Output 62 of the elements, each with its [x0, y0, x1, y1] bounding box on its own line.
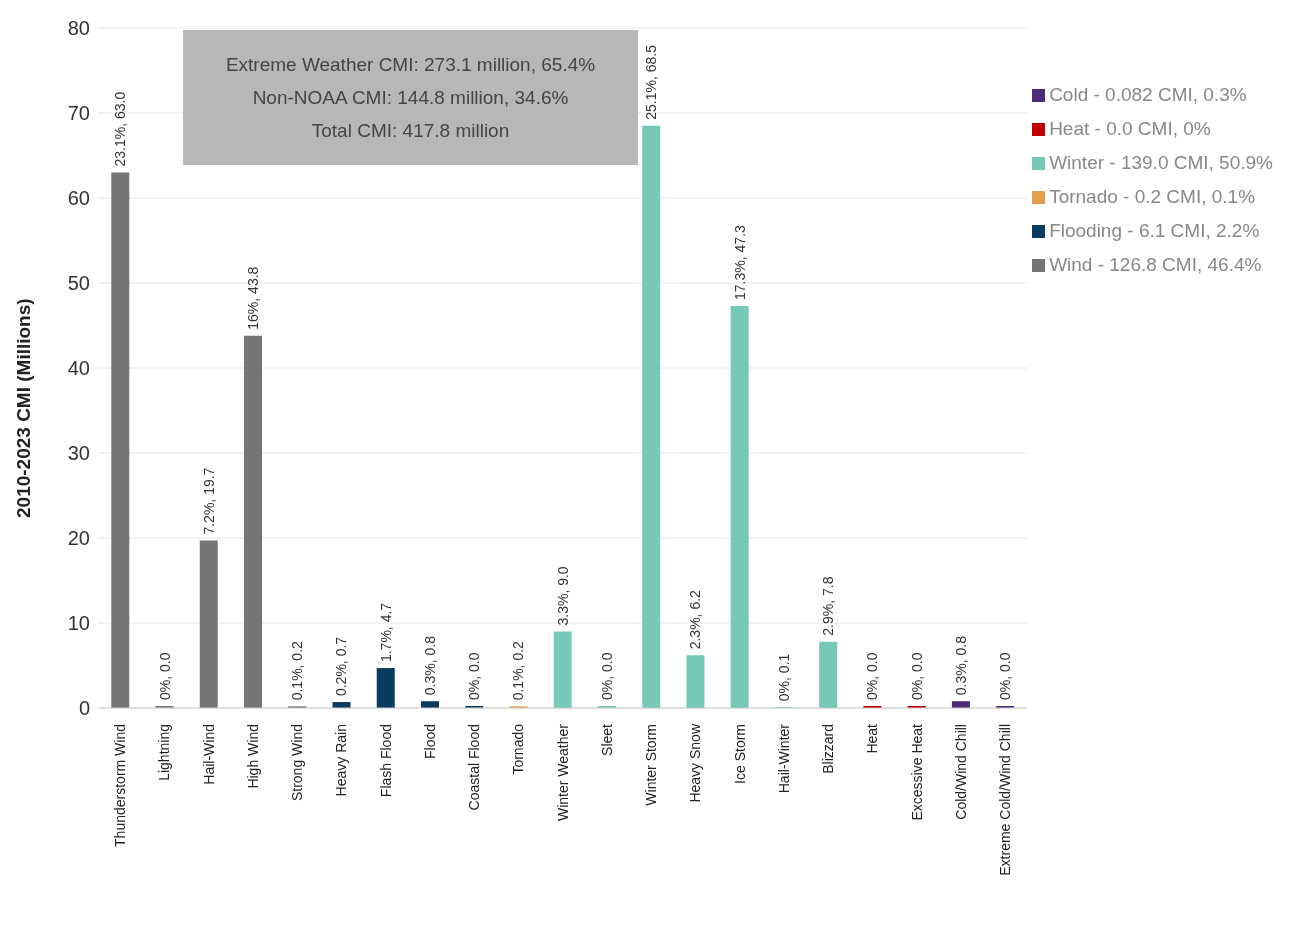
- y-tick-label: 50: [67, 272, 90, 295]
- data-label: 0.3%, 0.8: [952, 635, 969, 696]
- x-tick-label: Heat: [864, 723, 881, 754]
- data-label: 0%, 0.0: [156, 652, 173, 700]
- x-tick-label: Excessive Heat: [908, 723, 925, 821]
- data-label: 0%, 0.0: [466, 652, 483, 700]
- data-label: 3.3%, 9.0: [554, 566, 571, 626]
- y-tick-label: 70: [67, 102, 90, 125]
- data-label: 2.3%, 6.2: [687, 589, 704, 650]
- data-label: 0.3%, 0.8: [421, 635, 438, 696]
- y-tick-label: 40: [67, 357, 90, 380]
- annotation: Total CMI: 417.8 million: [311, 119, 510, 143]
- y-tick-label: 30: [67, 442, 90, 465]
- data-label: 0%, 0.1: [775, 653, 792, 702]
- data-label: 0.1%, 0.2: [289, 640, 306, 701]
- x-tick-label: Thunderstorm Wind: [112, 724, 129, 847]
- x-tick-label: Cold/Wind Chill: [952, 724, 969, 820]
- data-label: 0%, 0.0: [997, 652, 1014, 700]
- x-tick-label: Strong Wind: [289, 724, 306, 802]
- data-label: 0.2%, 0.7: [333, 636, 350, 697]
- legend-label: Winter - 139.0 CMI, 50.9%: [1049, 152, 1273, 173]
- y-axis-title: 2010-2023 CMI (Millions): [12, 298, 34, 518]
- data-label: 0.1%, 0.2: [510, 640, 527, 701]
- y-tick-label: 0: [78, 697, 90, 720]
- legend-label: Wind - 126.8 CMI, 46.4%: [1049, 254, 1262, 275]
- x-tick-label: Hail-Winter: [775, 723, 792, 794]
- x-tick-label: Flash Flood: [377, 724, 394, 798]
- data-label: 0%, 0.0: [598, 652, 615, 700]
- x-tick-label: Winter Weather: [554, 723, 571, 821]
- legend-label: Cold - 0.082 CMI, 0.3%: [1049, 84, 1247, 105]
- data-label: 1.7%, 4.7: [377, 602, 394, 663]
- y-tick-label: 60: [67, 187, 90, 210]
- text-box: Extreme Weather CMI: 273.1 million, 65.4% Non-NOAA CMI: 144.8 million, 34.6% Total CMI: 417.8 million: [183, 30, 638, 165]
- x-tick-label: Sleet: [598, 723, 615, 756]
- data-label: 0%, 0.0: [908, 652, 925, 700]
- data-label: 7.2%, 19.7: [200, 467, 217, 535]
- x-tick-label: Extreme Cold/Wind Chill: [997, 724, 1013, 876]
- x-tick-label: Coastal Flood: [466, 724, 483, 811]
- x-tick-label: Heavy Rain: [333, 724, 350, 797]
- x-tick-label: High Wind: [244, 724, 261, 789]
- x-tick-label: Winter Storm: [643, 724, 660, 806]
- y-tick-label: 80: [67, 17, 90, 40]
- legend-label: Heat - 0.0 CMI, 0%: [1049, 118, 1211, 139]
- data-label: 23.1%, 63.0: [112, 91, 129, 167]
- legend-label: Flooding - 6.1 CMI, 2.2%: [1049, 220, 1260, 241]
- x-tick-label: Blizzard: [820, 724, 837, 774]
- x-tick-label: Lightning: [156, 724, 173, 781]
- data-label: 25.1%, 68.5: [643, 44, 660, 120]
- data-label: 17.3%, 47.3: [731, 225, 748, 300]
- data-label: 2.9%, 7.8: [820, 576, 837, 636]
- y-tick-label: 20: [67, 527, 90, 550]
- x-tick-label: Flood: [421, 724, 438, 760]
- x-tick-label: Tornado: [510, 723, 527, 775]
- y-tick-label: 10: [67, 612, 90, 635]
- legend-label: Tornado - 0.2 CMI, 0.1%: [1049, 186, 1256, 207]
- data-label: 16%, 43.8: [245, 266, 262, 330]
- data-label: 0%, 0.0: [864, 652, 881, 700]
- x-tick-label: Heavy Snow: [687, 723, 704, 803]
- x-tick-label: Ice Storm: [731, 724, 748, 784]
- annotation: Extreme Weather CMI: 273.1 million, 65.4%: [225, 53, 596, 77]
- annotation: Non-NOAA CMI: 144.8 million, 34.6%: [252, 86, 569, 110]
- x-tick-label: Hail-Wind: [200, 724, 217, 785]
